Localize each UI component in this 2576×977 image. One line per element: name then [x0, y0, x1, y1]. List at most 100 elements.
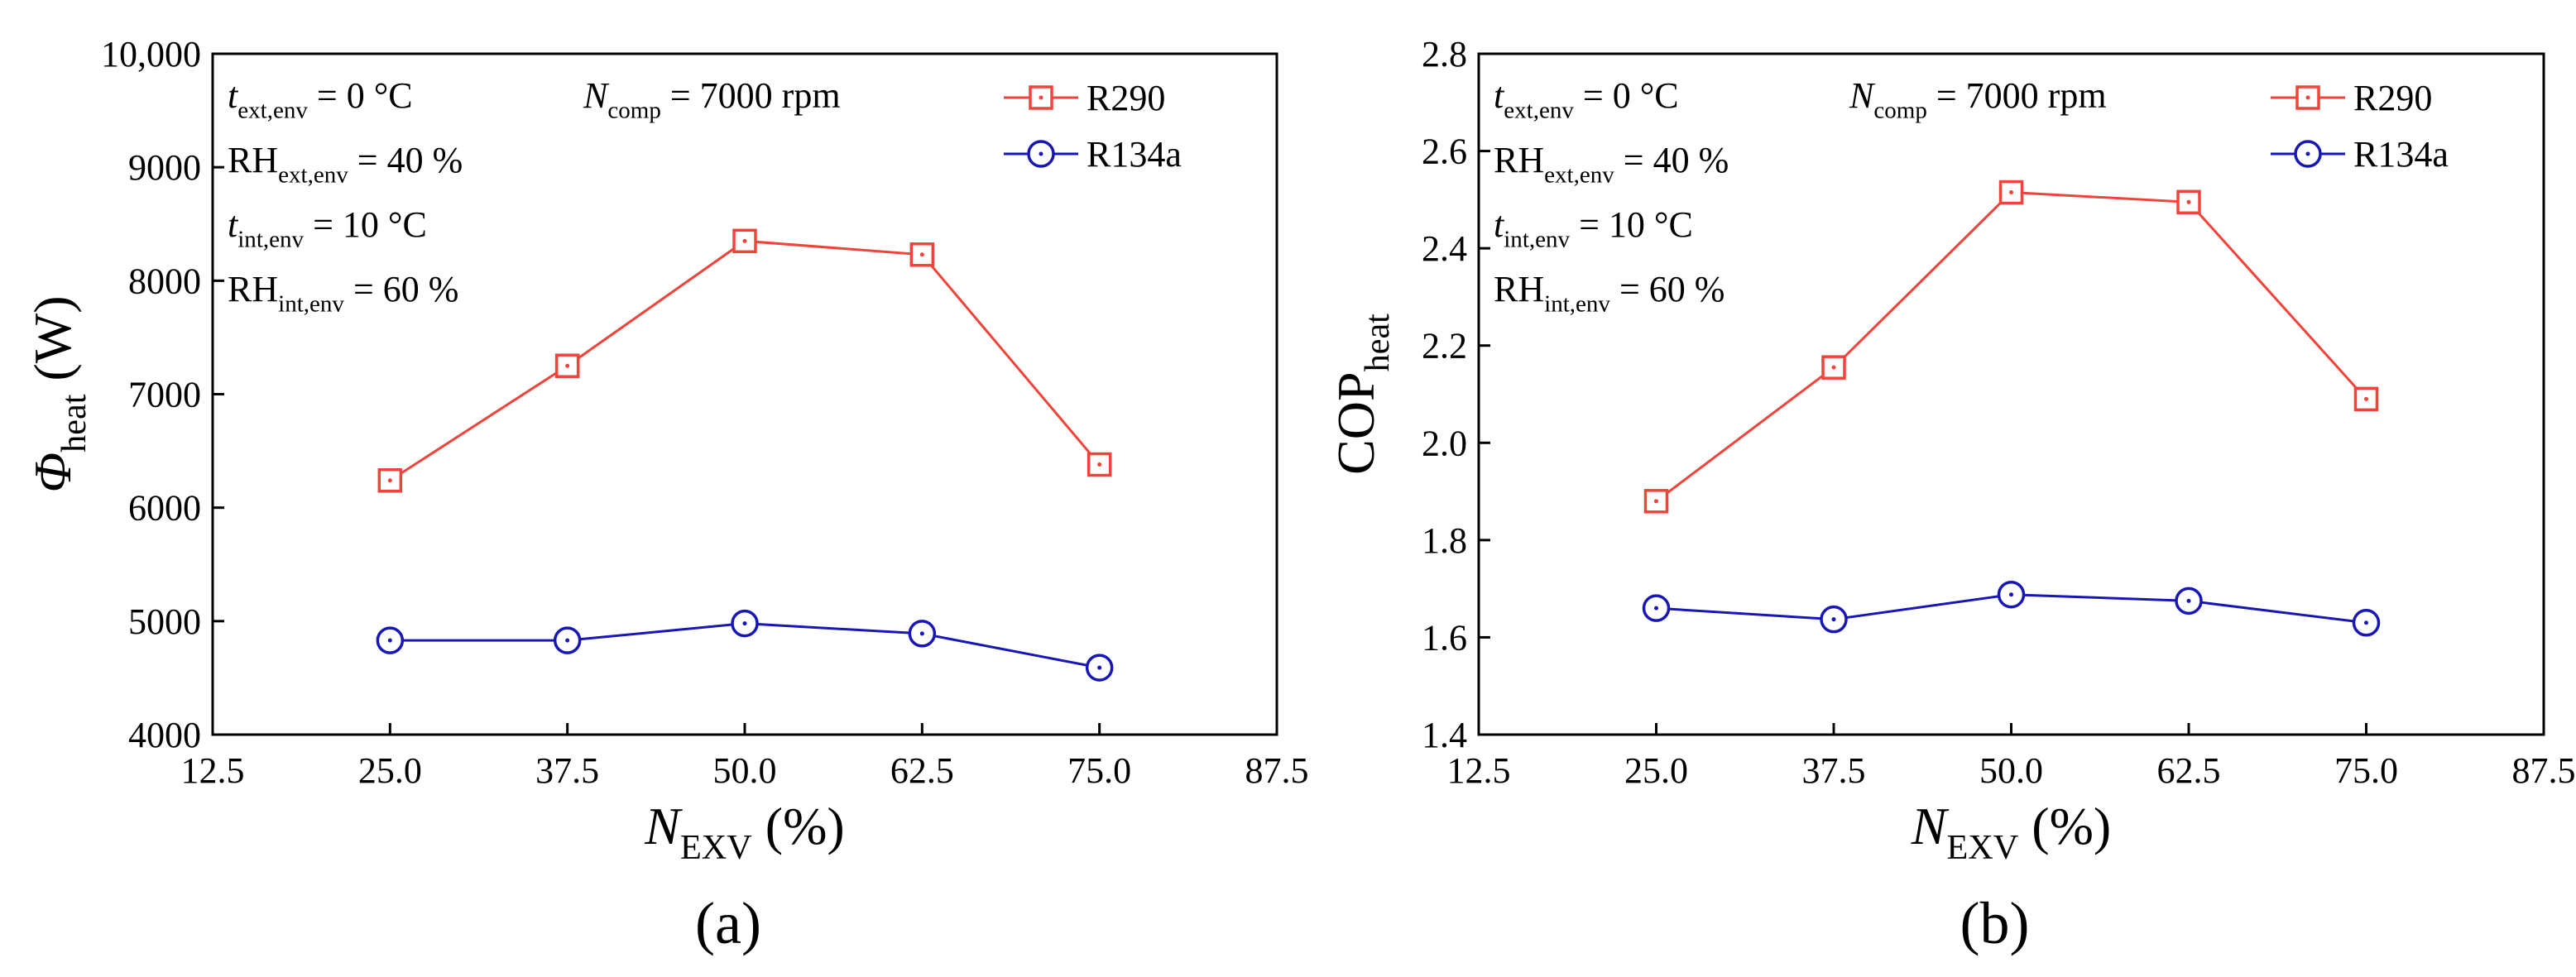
- x-axis-title-main: N: [644, 797, 683, 855]
- annotation-rh-int: RHint,env = 60 %: [1494, 269, 1725, 317]
- data-point-r290: [2176, 189, 2201, 215]
- annotation-t-ext-sub: ext,env: [237, 97, 308, 123]
- y-axis-title: COPheat: [1326, 314, 1397, 475]
- annotation-n-comp-sub: comp: [1873, 97, 1927, 123]
- data-point-center: [387, 638, 392, 643]
- annotation-rh-ext-main: RH: [228, 140, 278, 180]
- x-tick-label: 62.5: [2157, 750, 2221, 791]
- legend-marker-center: [1039, 151, 1043, 156]
- annotation-t-int-sub: int,env: [237, 226, 304, 252]
- y-tick-label: 1.4: [1422, 715, 1467, 755]
- y-tick-label: 1.6: [1422, 617, 1467, 658]
- y-tick-label: 10,000: [101, 34, 201, 74]
- annotation-t-ext-sub: ext,env: [1504, 97, 1574, 123]
- panel-label: (b): [1960, 890, 2030, 956]
- legend-label: R134a: [1087, 134, 1182, 175]
- y-tick-label: 6000: [128, 488, 201, 529]
- x-tick-label: 37.5: [535, 750, 599, 791]
- x-tick-label: 50.0: [713, 750, 777, 791]
- data-point-center: [1097, 665, 1102, 670]
- y-axis-title: Φheat (W): [23, 295, 94, 492]
- y-tick-label: 2.8: [1422, 34, 1467, 74]
- annotation-t-ext-main: t: [1494, 75, 1505, 116]
- annotation-rh-int-sub: int,env: [1544, 290, 1610, 317]
- annotation-t-ext-tail: = 0 °C: [1574, 75, 1679, 116]
- x-axis-title-sub: EXV: [680, 828, 752, 867]
- x-axis-title-main: N: [1911, 797, 1950, 855]
- annotation-rh-ext: RHext,env = 40 %: [228, 140, 463, 188]
- x-tick-label: 37.5: [1802, 750, 1866, 791]
- data-point-center: [1097, 462, 1102, 467]
- x-tick-label: 50.0: [1979, 750, 2043, 791]
- annotation-t-int-sub: int,env: [1504, 226, 1570, 252]
- annotation-rh-int-main: RH: [228, 269, 278, 309]
- x-axis-title-sub: EXV: [1946, 828, 2018, 867]
- panel-label: (a): [695, 890, 761, 956]
- x-tick-label: 62.5: [890, 750, 954, 791]
- annotation-rh-ext-tail: = 40 %: [1614, 140, 1729, 180]
- data-point-center: [2364, 396, 2368, 401]
- x-axis-title-tail: (%): [752, 797, 845, 855]
- data-point-center: [1654, 606, 1658, 611]
- annotation-n-comp-sub: comp: [607, 97, 661, 123]
- annotation-t-int-tail: = 10 °C: [304, 204, 427, 245]
- x-tick-label: 12.5: [181, 750, 245, 791]
- annotation-rh-int-sub: int,env: [278, 290, 344, 317]
- series-line-r290: [1655, 191, 2367, 503]
- y-tick-label: 9000: [128, 147, 201, 188]
- legend-marker-center: [1039, 95, 1043, 100]
- x-tick-label: 87.5: [1245, 750, 1309, 791]
- y-tick-label: 2.4: [1422, 228, 1467, 269]
- annotation-t-int: tint,env = 10 °C: [228, 204, 427, 252]
- annotation-n-comp-tail: = 7000 rpm: [661, 75, 841, 116]
- annotation-rh-ext-sub: ext,env: [278, 161, 348, 188]
- chart-panel-b: 1.4 1.6 1.8 2.0 2.2 2.4 2.6 2.8 12.5 25.0 37.5 50.0…: [1326, 34, 2576, 956]
- chart-panel-a: 4000 5000 6000 7000 8000 9000 10,000 12.5 25.0 37…: [23, 34, 1309, 956]
- data-point-center: [1654, 499, 1658, 504]
- y-axis-title-main: Φ: [23, 453, 82, 493]
- annotation-t-ext-main: t: [228, 75, 239, 116]
- x-tick-label: 75.0: [1067, 750, 1131, 791]
- data-point-center: [565, 363, 570, 368]
- annotation-n-comp: Ncomp = 7000 rpm: [583, 75, 841, 123]
- y-tick-label: 5000: [128, 601, 201, 642]
- data-point-center: [742, 238, 747, 243]
- x-axis-title: NEXV (%): [644, 797, 844, 867]
- y-tick-label: 7000: [128, 375, 201, 415]
- data-point-center: [565, 638, 570, 643]
- annotation-n-comp-main: N: [583, 75, 610, 116]
- data-point-center: [1831, 365, 1836, 370]
- data-point-center: [919, 631, 924, 636]
- data-point-center: [2009, 190, 2013, 195]
- y-tick-label: 2.0: [1422, 423, 1467, 463]
- y-axis-title-sub: heat: [55, 394, 94, 453]
- y-axis-title-main: COP: [1326, 371, 1385, 475]
- annotation-rh-ext-main: RH: [1494, 140, 1544, 180]
- annotation-t-int-main: t: [1494, 204, 1505, 245]
- annotation-n-comp-main: N: [1849, 75, 1876, 116]
- data-point-center: [2009, 592, 2013, 597]
- legend-label: R134a: [2353, 134, 2449, 175]
- x-tick-label: 12.5: [1447, 750, 1511, 791]
- x-axis-title: NEXV (%): [1911, 797, 2111, 867]
- annotation-rh-int-tail: = 60 %: [344, 269, 458, 309]
- y-tick-label: 8000: [128, 261, 201, 301]
- x-tick-label: 75.0: [2334, 750, 2398, 791]
- data-point-center: [2186, 199, 2191, 204]
- data-point-center: [2186, 598, 2191, 603]
- data-point-center: [1831, 617, 1836, 622]
- data-point-center: [387, 478, 392, 483]
- annotation-t-ext: text,env = 0 °C: [1494, 75, 1679, 123]
- annotation-rh-int-tail: = 60 %: [1610, 269, 1725, 309]
- annotation-n-comp-tail: = 7000 rpm: [1927, 75, 2107, 116]
- annotation-t-ext: text,env = 0 °C: [228, 75, 413, 123]
- annotation-rh-int-main: RH: [1494, 269, 1544, 309]
- data-point-center: [2364, 620, 2368, 625]
- y-tick-label: 2.6: [1422, 132, 1467, 172]
- y-tick-label: 4000: [128, 715, 201, 755]
- y-axis-title-tail: (W): [23, 295, 82, 394]
- annotation-n-comp: Ncomp = 7000 rpm: [1849, 75, 2107, 123]
- data-point-center: [742, 621, 747, 626]
- annotation-t-int: tint,env = 10 °C: [1494, 204, 1693, 252]
